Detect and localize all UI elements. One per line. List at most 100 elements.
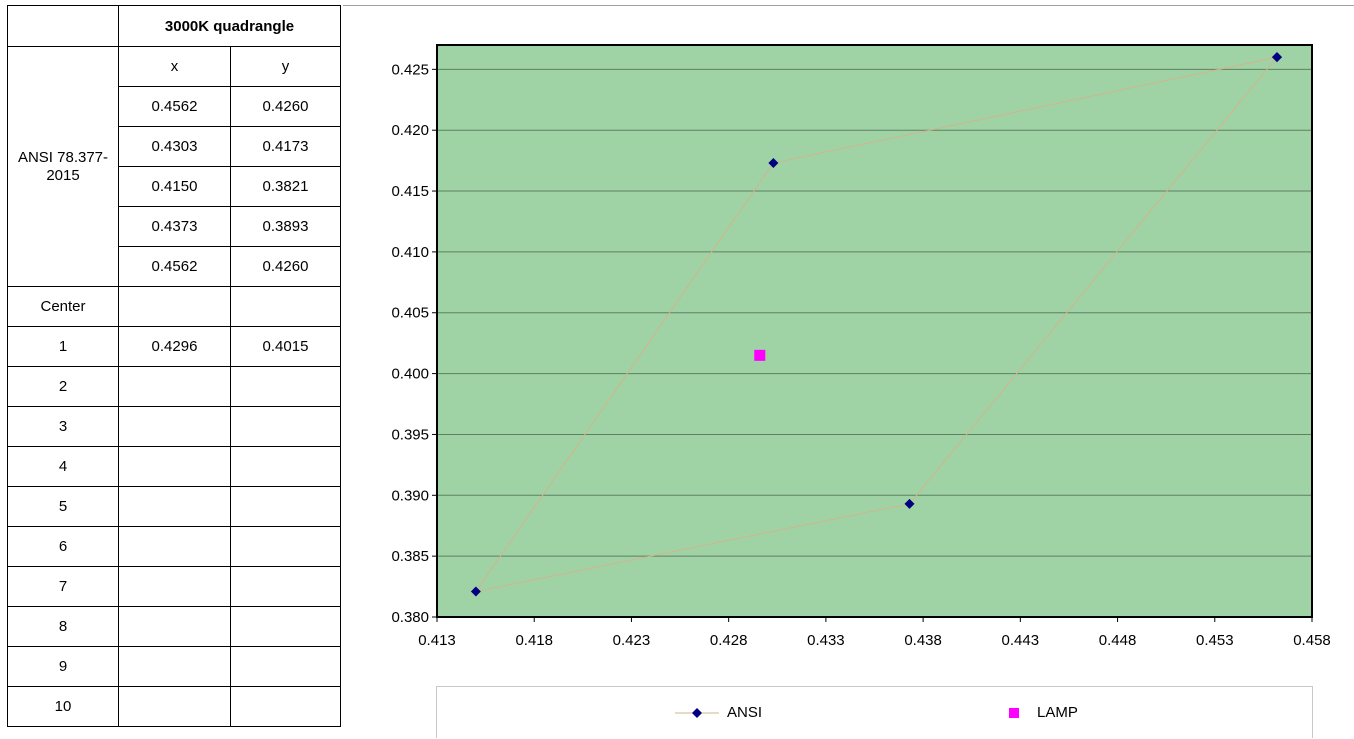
table-row: 1 0.4296 0.4015	[7, 326, 341, 367]
y-tick-label: 0.420	[391, 122, 429, 139]
y-tick-label: 0.395	[391, 426, 429, 443]
cell-x	[118, 406, 231, 447]
table-row: 3	[7, 406, 341, 447]
cell-y	[230, 366, 341, 407]
plot-area	[437, 45, 1312, 617]
cell-x	[118, 526, 231, 567]
table-row: 0.4150 0.3821	[8, 166, 341, 207]
cell-x	[118, 286, 231, 327]
row-number: 7	[7, 566, 119, 607]
cell-x: 0.4562	[118, 246, 231, 287]
table-row: 6	[7, 526, 341, 567]
group-label: ANSI 78.377-2015	[7, 46, 119, 287]
row-number: 8	[7, 606, 119, 647]
table-row: 4	[7, 446, 341, 487]
cell-y	[230, 686, 341, 727]
x-tick-label: 0.448	[1099, 632, 1137, 649]
cell-y: 0.4173	[230, 126, 341, 167]
row-number: 2	[7, 366, 119, 407]
scatter-chart: 0.380 0.385 0.390 0.395 0.400 0.405 0.410 0.415…	[391, 44, 1331, 649]
column-header-x: x	[118, 46, 231, 87]
cell-x: 0.4373	[118, 206, 231, 247]
y-tick-label: 0.415	[391, 183, 429, 200]
legend-label-lamp: LAMP	[1037, 704, 1078, 721]
cell-y	[230, 446, 341, 487]
cell-y	[230, 646, 341, 687]
x-tick-label: 0.458	[1293, 632, 1331, 649]
cell-y: 0.3893	[230, 206, 341, 247]
x-tick-label: 0.433	[807, 632, 845, 649]
y-tick-label: 0.410	[391, 244, 429, 261]
data-point-lamp	[754, 349, 766, 361]
x-tick-label: 0.413	[418, 632, 456, 649]
data-point-ansi	[904, 498, 915, 509]
x-tick-label: 0.438	[904, 632, 942, 649]
table-row: 0.4562 0.4260	[8, 246, 341, 287]
y-tick-label: 0.405	[391, 305, 429, 322]
y-tick-label: 0.385	[391, 548, 429, 565]
cell-x	[118, 606, 231, 647]
cell-x	[118, 686, 231, 727]
table-row: 2	[7, 366, 341, 407]
table-row: 7	[7, 566, 341, 607]
table-corner-cell	[7, 5, 119, 47]
cell-y	[230, 566, 341, 607]
data-table: 3000K quadrangle ANSI 78.377-2015 x y 0.456…	[7, 5, 341, 727]
cell-y	[230, 606, 341, 647]
y-tick-label: 0.390	[391, 487, 429, 504]
center-label: Center	[7, 286, 119, 327]
center-row: Center	[7, 286, 341, 327]
x-tick-label: 0.443	[1002, 632, 1040, 649]
cell-x: 0.4296	[118, 326, 231, 367]
row-number: 9	[7, 646, 119, 687]
cell-x: 0.4562	[118, 86, 231, 127]
y-tick-label: 0.400	[391, 366, 429, 383]
cell-x	[118, 646, 231, 687]
legend-item-ansi: ANSI	[675, 704, 762, 721]
table-row: 0.4373 0.3893	[8, 206, 341, 247]
table-title: 3000K quadrangle	[118, 5, 341, 47]
chart-legend: ANSI LAMP	[436, 686, 1313, 738]
chart-area: 0.380 0.385 0.390 0.395 0.400 0.405 0.410 0.415…	[343, 5, 1354, 738]
row-number: 5	[7, 486, 119, 527]
row-number: 6	[7, 526, 119, 567]
cell-y: 0.4260	[230, 246, 341, 287]
data-point-ansi	[1272, 52, 1282, 63]
cell-y: 0.3821	[230, 166, 341, 207]
table-subheader-row: ANSI 78.377-2015 x y	[7, 46, 341, 287]
legend-label-ansi: ANSI	[727, 704, 763, 721]
cell-y	[230, 486, 341, 527]
x-tick-label: 0.423	[613, 632, 651, 649]
x-tick-label: 0.418	[515, 632, 553, 649]
data-point-ansi	[768, 158, 779, 169]
row-number: 1	[7, 326, 119, 367]
cell-y	[230, 286, 341, 327]
cell-y: 0.4015	[230, 326, 341, 367]
data-point-ansi	[470, 586, 481, 597]
cell-x	[118, 566, 231, 607]
cell-x	[118, 446, 231, 487]
y-tick-label: 0.425	[391, 61, 429, 78]
x-tick-label: 0.428	[710, 632, 748, 649]
cell-y	[230, 406, 341, 447]
x-tick-label: 0.453	[1196, 632, 1234, 649]
y-tick-label: 0.380	[391, 609, 429, 626]
column-header-y: y	[230, 46, 341, 87]
cell-x: 0.4150	[118, 166, 231, 207]
legend-lamp-marker	[1009, 707, 1019, 718]
legend-ansi-marker	[675, 707, 719, 718]
table-row: 0.4303 0.4173	[8, 126, 341, 167]
row-number: 10	[7, 686, 119, 727]
row-number: 4	[7, 446, 119, 487]
data-table-body: 3000K quadrangle ANSI 78.377-2015 x y 0.456…	[7, 5, 341, 727]
table-row: 9	[7, 646, 341, 687]
cell-y	[230, 526, 341, 567]
table-row: 8	[7, 606, 341, 647]
table-row: 0.4562 0.4260	[8, 86, 341, 127]
table-row: 5	[7, 486, 341, 527]
row-number: 3	[7, 406, 119, 447]
cell-x	[118, 486, 231, 527]
legend-item-lamp: LAMP	[1007, 704, 1078, 721]
cell-x: 0.4303	[118, 126, 231, 167]
table-header-row: 3000K quadrangle	[7, 5, 341, 47]
